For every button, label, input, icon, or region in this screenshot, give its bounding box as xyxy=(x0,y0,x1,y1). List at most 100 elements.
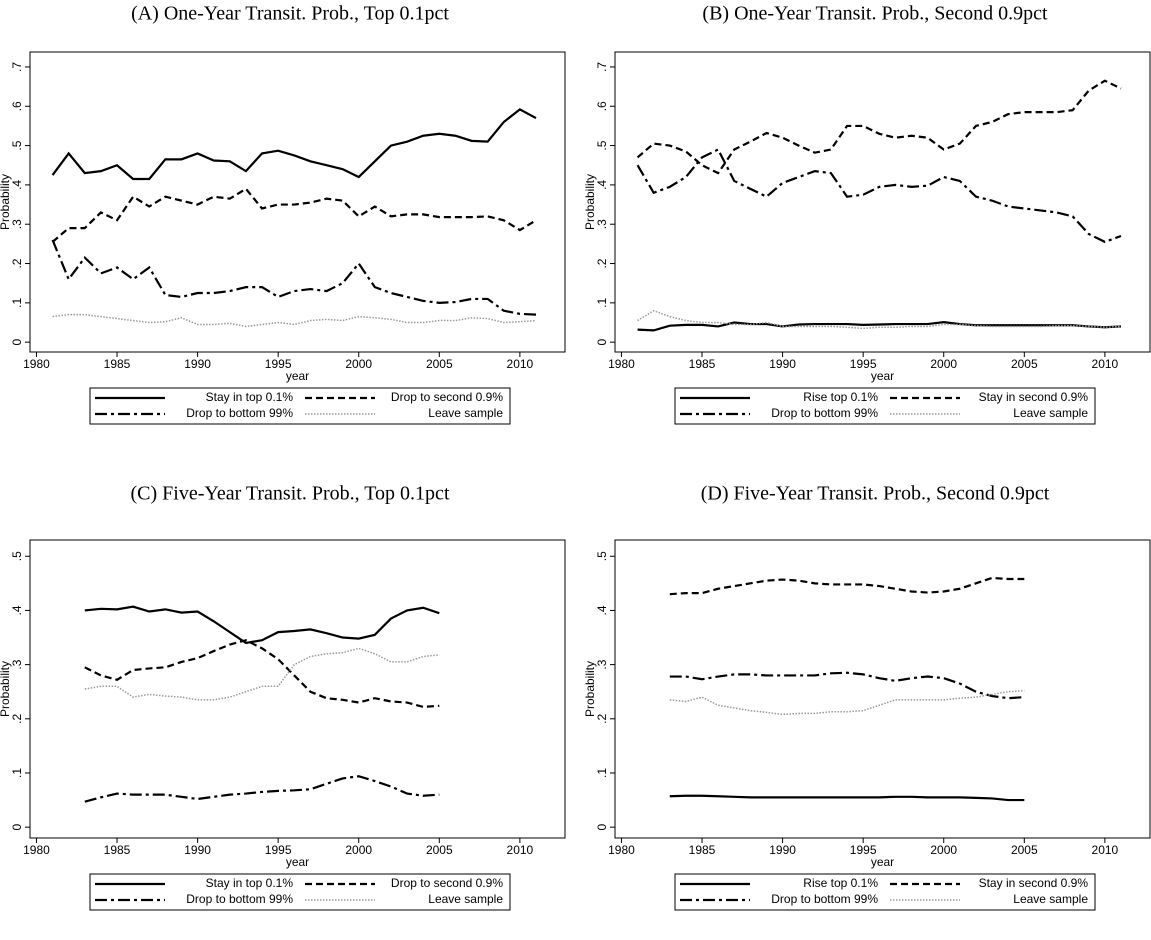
x-axis-label: year xyxy=(286,855,309,869)
y-tick-label: 0 xyxy=(595,339,609,346)
x-tick-label: 1980 xyxy=(608,843,635,857)
legend-label: Drop to bottom 99% xyxy=(186,406,293,420)
plot-frame xyxy=(29,539,566,839)
x-tick-label: 2000 xyxy=(930,357,957,371)
legend-box xyxy=(674,387,1096,425)
x-tick-label: 1990 xyxy=(769,357,796,371)
y-tick-label: .4 xyxy=(10,180,24,190)
data-line xyxy=(51,108,537,181)
y-tick-label: .7 xyxy=(10,62,24,72)
y-tick-label: .3 xyxy=(595,659,609,669)
legend-label: Leave sample xyxy=(1013,892,1088,906)
y-tick-label: .6 xyxy=(595,101,609,111)
y-tick-label: .7 xyxy=(595,62,609,72)
x-tick-label: 1995 xyxy=(265,843,292,857)
data-line xyxy=(636,148,1122,244)
legend-label: Drop to bottom 99% xyxy=(186,892,293,906)
legend-box xyxy=(674,873,1096,911)
x-tick-label: 1985 xyxy=(689,357,716,371)
x-tick-label: 1980 xyxy=(23,357,50,371)
x-tick-label: 1990 xyxy=(184,843,211,857)
data-line xyxy=(636,79,1122,175)
y-axis-label: Probability xyxy=(0,661,12,717)
chart-title: (C) Five-Year Transit. Prob., Top 0.1pct xyxy=(131,483,450,505)
legend-label: Stay in top 0.1% xyxy=(206,390,294,404)
y-tick-label: .3 xyxy=(10,659,24,669)
x-tick-label: 2000 xyxy=(930,843,957,857)
x-tick-label: 2000 xyxy=(345,357,372,371)
x-tick-label: 1980 xyxy=(23,843,50,857)
legend-label: Drop to second 0.9% xyxy=(391,390,503,404)
y-tick-label: .3 xyxy=(10,219,24,229)
x-tick-label: 1985 xyxy=(104,357,131,371)
data-line xyxy=(637,321,1122,332)
legend-label: Leave sample xyxy=(428,892,503,906)
chart-title: (B) One-Year Transit. Prob., Second 0.9p… xyxy=(702,3,1048,25)
legend-label: Leave sample xyxy=(1013,406,1088,420)
y-tick-label: .1 xyxy=(10,298,24,308)
x-tick-label: 1980 xyxy=(608,357,635,371)
x-tick-label: 2005 xyxy=(426,843,453,857)
y-tick-label: 0 xyxy=(595,824,609,831)
x-tick-label: 1985 xyxy=(104,843,131,857)
legend-label: Rise top 0.1% xyxy=(803,876,878,890)
x-tick-label: 1990 xyxy=(184,357,211,371)
y-tick-label: 0 xyxy=(10,339,24,346)
legend-label: Stay in second 0.9% xyxy=(979,876,1089,890)
y-tick-label: .2 xyxy=(595,258,609,268)
x-tick-label: 1990 xyxy=(769,843,796,857)
x-tick-label: 2005 xyxy=(1011,843,1038,857)
x-axis-label: year xyxy=(871,855,894,869)
legend-label: Stay in top 0.1% xyxy=(206,876,294,890)
data-line xyxy=(84,639,440,708)
y-tick-label: .1 xyxy=(595,768,609,778)
legend-label: Drop to bottom 99% xyxy=(771,406,878,420)
x-tick-label: 1985 xyxy=(689,843,716,857)
y-tick-label: .5 xyxy=(595,140,609,150)
plot-frame xyxy=(614,51,1151,353)
y-tick-label: .2 xyxy=(595,713,609,723)
x-tick-label: 1995 xyxy=(265,357,292,371)
legend-box xyxy=(89,387,511,425)
y-tick-label: .5 xyxy=(10,140,24,150)
data-line xyxy=(51,239,537,316)
data-line xyxy=(637,309,1122,330)
x-tick-label: 1995 xyxy=(850,843,877,857)
y-tick-label: .5 xyxy=(10,551,24,561)
x-tick-label: 2005 xyxy=(426,357,453,371)
legend-box xyxy=(89,873,511,911)
x-tick-label: 2010 xyxy=(507,357,534,371)
x-axis-label: year xyxy=(286,369,309,383)
y-axis-label: Probability xyxy=(583,174,597,230)
data-line xyxy=(52,313,537,328)
x-tick-label: 2000 xyxy=(345,843,372,857)
x-tick-label: 1995 xyxy=(850,357,877,371)
y-tick-label: .4 xyxy=(10,605,24,615)
data-line xyxy=(669,576,1025,596)
y-tick-label: 0 xyxy=(10,824,24,831)
x-tick-label: 2010 xyxy=(1092,843,1119,857)
y-tick-label: .2 xyxy=(10,258,24,268)
legend-label: Stay in second 0.9% xyxy=(979,390,1089,404)
data-line xyxy=(669,671,1025,700)
legend-label: Drop to second 0.9% xyxy=(391,876,503,890)
y-tick-label: .3 xyxy=(595,219,609,229)
y-tick-label: .1 xyxy=(595,298,609,308)
x-tick-label: 2005 xyxy=(1011,357,1038,371)
x-tick-label: 2010 xyxy=(507,843,534,857)
data-line xyxy=(84,775,440,803)
y-axis-label: Probability xyxy=(0,174,12,230)
data-line xyxy=(84,647,440,701)
x-tick-label: 2010 xyxy=(1092,357,1119,371)
data-line xyxy=(669,794,1025,802)
legend-label: Rise top 0.1% xyxy=(803,390,878,404)
legend-label: Leave sample xyxy=(428,406,503,420)
y-tick-label: .2 xyxy=(10,713,24,723)
y-axis-label: Probability xyxy=(583,661,597,717)
y-tick-label: .1 xyxy=(10,768,24,778)
x-axis-label: year xyxy=(871,369,894,383)
data-line xyxy=(669,689,1025,716)
legend-label: Drop to bottom 99% xyxy=(771,892,878,906)
